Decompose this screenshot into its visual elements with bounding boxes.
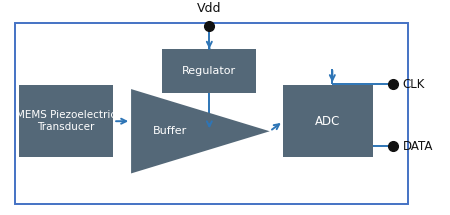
- Text: CLK: CLK: [403, 78, 425, 91]
- Text: DATA: DATA: [403, 140, 433, 153]
- Bar: [162, 49, 256, 93]
- Text: ADC: ADC: [315, 115, 341, 128]
- Bar: [19, 85, 113, 157]
- Bar: [15, 23, 408, 204]
- Polygon shape: [131, 89, 270, 174]
- Text: Regulator: Regulator: [182, 66, 236, 76]
- Text: Vdd: Vdd: [197, 2, 221, 15]
- Text: MEMS Piezoelectric
Transducer: MEMS Piezoelectric Transducer: [16, 110, 116, 132]
- Text: Buffer: Buffer: [153, 126, 187, 136]
- Bar: [283, 85, 373, 157]
